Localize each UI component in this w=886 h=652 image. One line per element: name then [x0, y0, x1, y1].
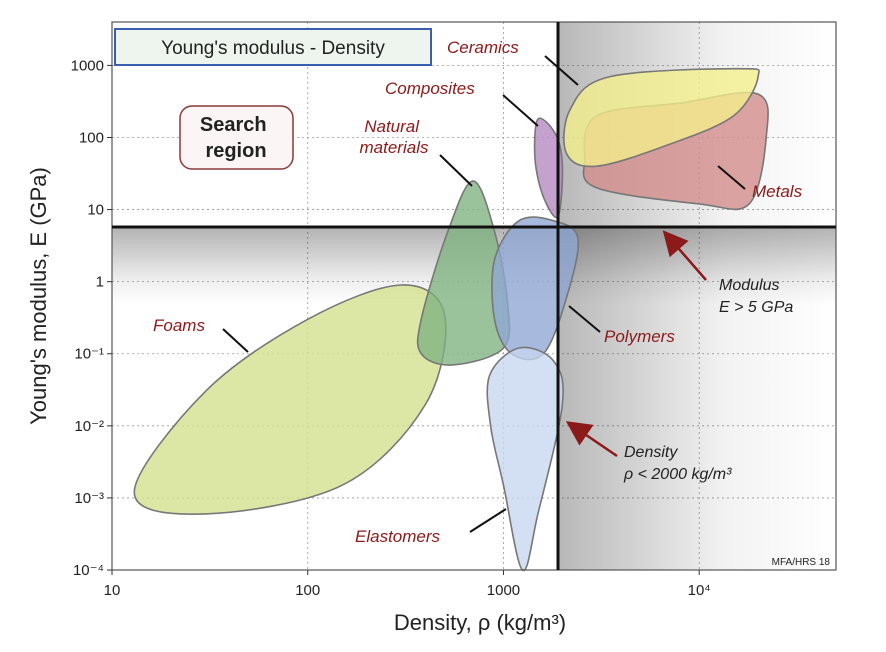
label-natural-line-1: Natural	[364, 117, 420, 136]
label-ceramics: Ceramics	[447, 38, 519, 57]
chart-title-box	[114, 28, 432, 66]
modulus-arrow	[662, 230, 707, 281]
credit-text: MFA/HRS 18	[772, 557, 831, 568]
search-region-box	[179, 105, 294, 170]
leader-natural-materials	[439, 154, 473, 187]
y-axis-label: Young's modulus, E (GPa)	[26, 167, 51, 425]
leader-metals	[717, 165, 746, 190]
label-composites: Composites	[385, 79, 475, 98]
chart-title: Young's modulus - Density	[161, 38, 385, 59]
x-tick-label-3: 10⁴	[688, 582, 711, 599]
y-tick-label-1: 100	[79, 129, 104, 146]
density-annotation-text: Density ρ < 2000 kg/m³	[623, 444, 732, 483]
density-annotation: Density ρ < 2000 kg/m³	[565, 421, 732, 483]
modulus-annotation: Modulus E > 5 GPa	[662, 230, 793, 316]
class-labels: Ceramics Composites Natural materials Me…	[153, 38, 803, 546]
leader-foams	[222, 328, 249, 353]
leader-composites	[502, 94, 539, 127]
density-arrow	[565, 421, 618, 458]
material-bubbles	[133, 67, 769, 572]
y-tick-label-5: 10⁻²	[74, 418, 104, 435]
x-tick-label-0: 10	[104, 582, 121, 599]
density-annotation-line-1: Density	[624, 444, 678, 461]
label-metals: Metals	[752, 182, 803, 201]
leader-ceramics	[544, 55, 579, 86]
y-tick-labels: 1000 100 10 1 10⁻¹ 10⁻² 10⁻³ 10⁻⁴	[71, 57, 112, 579]
label-natural-materials: Natural materials	[360, 117, 429, 157]
leader-elastomers	[469, 508, 507, 533]
modulus-annotation-line-1: Modulus	[719, 277, 779, 294]
y-tick-label-0: 1000	[71, 57, 104, 74]
bubble-ceramics	[563, 67, 760, 168]
search-region-line-2: region	[205, 140, 266, 162]
label-natural-line-2: materials	[360, 138, 429, 157]
y-tick-label-2: 10	[87, 202, 104, 219]
y-tick-label-6: 10⁻³	[74, 490, 104, 507]
y-tick-label-7: 10⁻⁴	[73, 562, 104, 579]
x-axis-label: Density, ρ (kg/m³)	[394, 610, 566, 635]
search-region-line-1: Search	[200, 114, 267, 136]
label-elastomers: Elastomers	[355, 527, 441, 546]
x-tick-labels: 10 100 1000 10⁴	[104, 570, 711, 599]
x-tick-label-1: 100	[295, 582, 320, 599]
label-polymers: Polymers	[604, 327, 675, 346]
modulus-annotation-line-2: E > 5 GPa	[719, 299, 793, 316]
y-tick-label-4: 10⁻¹	[74, 346, 104, 363]
label-foams: Foams	[153, 316, 205, 335]
plot-frame	[111, 21, 837, 571]
search-region-label: Search region	[200, 114, 272, 162]
bubble-composites	[533, 117, 564, 219]
leader-polymers	[568, 305, 601, 333]
y-tick-label-3: 1	[96, 274, 104, 291]
density-annotation-line-2: ρ < 2000 kg/m³	[623, 466, 732, 483]
x-tick-label-2: 1000	[487, 582, 520, 599]
modulus-annotation-text: Modulus E > 5 GPa	[719, 277, 793, 316]
bubble-elastomers	[486, 346, 564, 572]
